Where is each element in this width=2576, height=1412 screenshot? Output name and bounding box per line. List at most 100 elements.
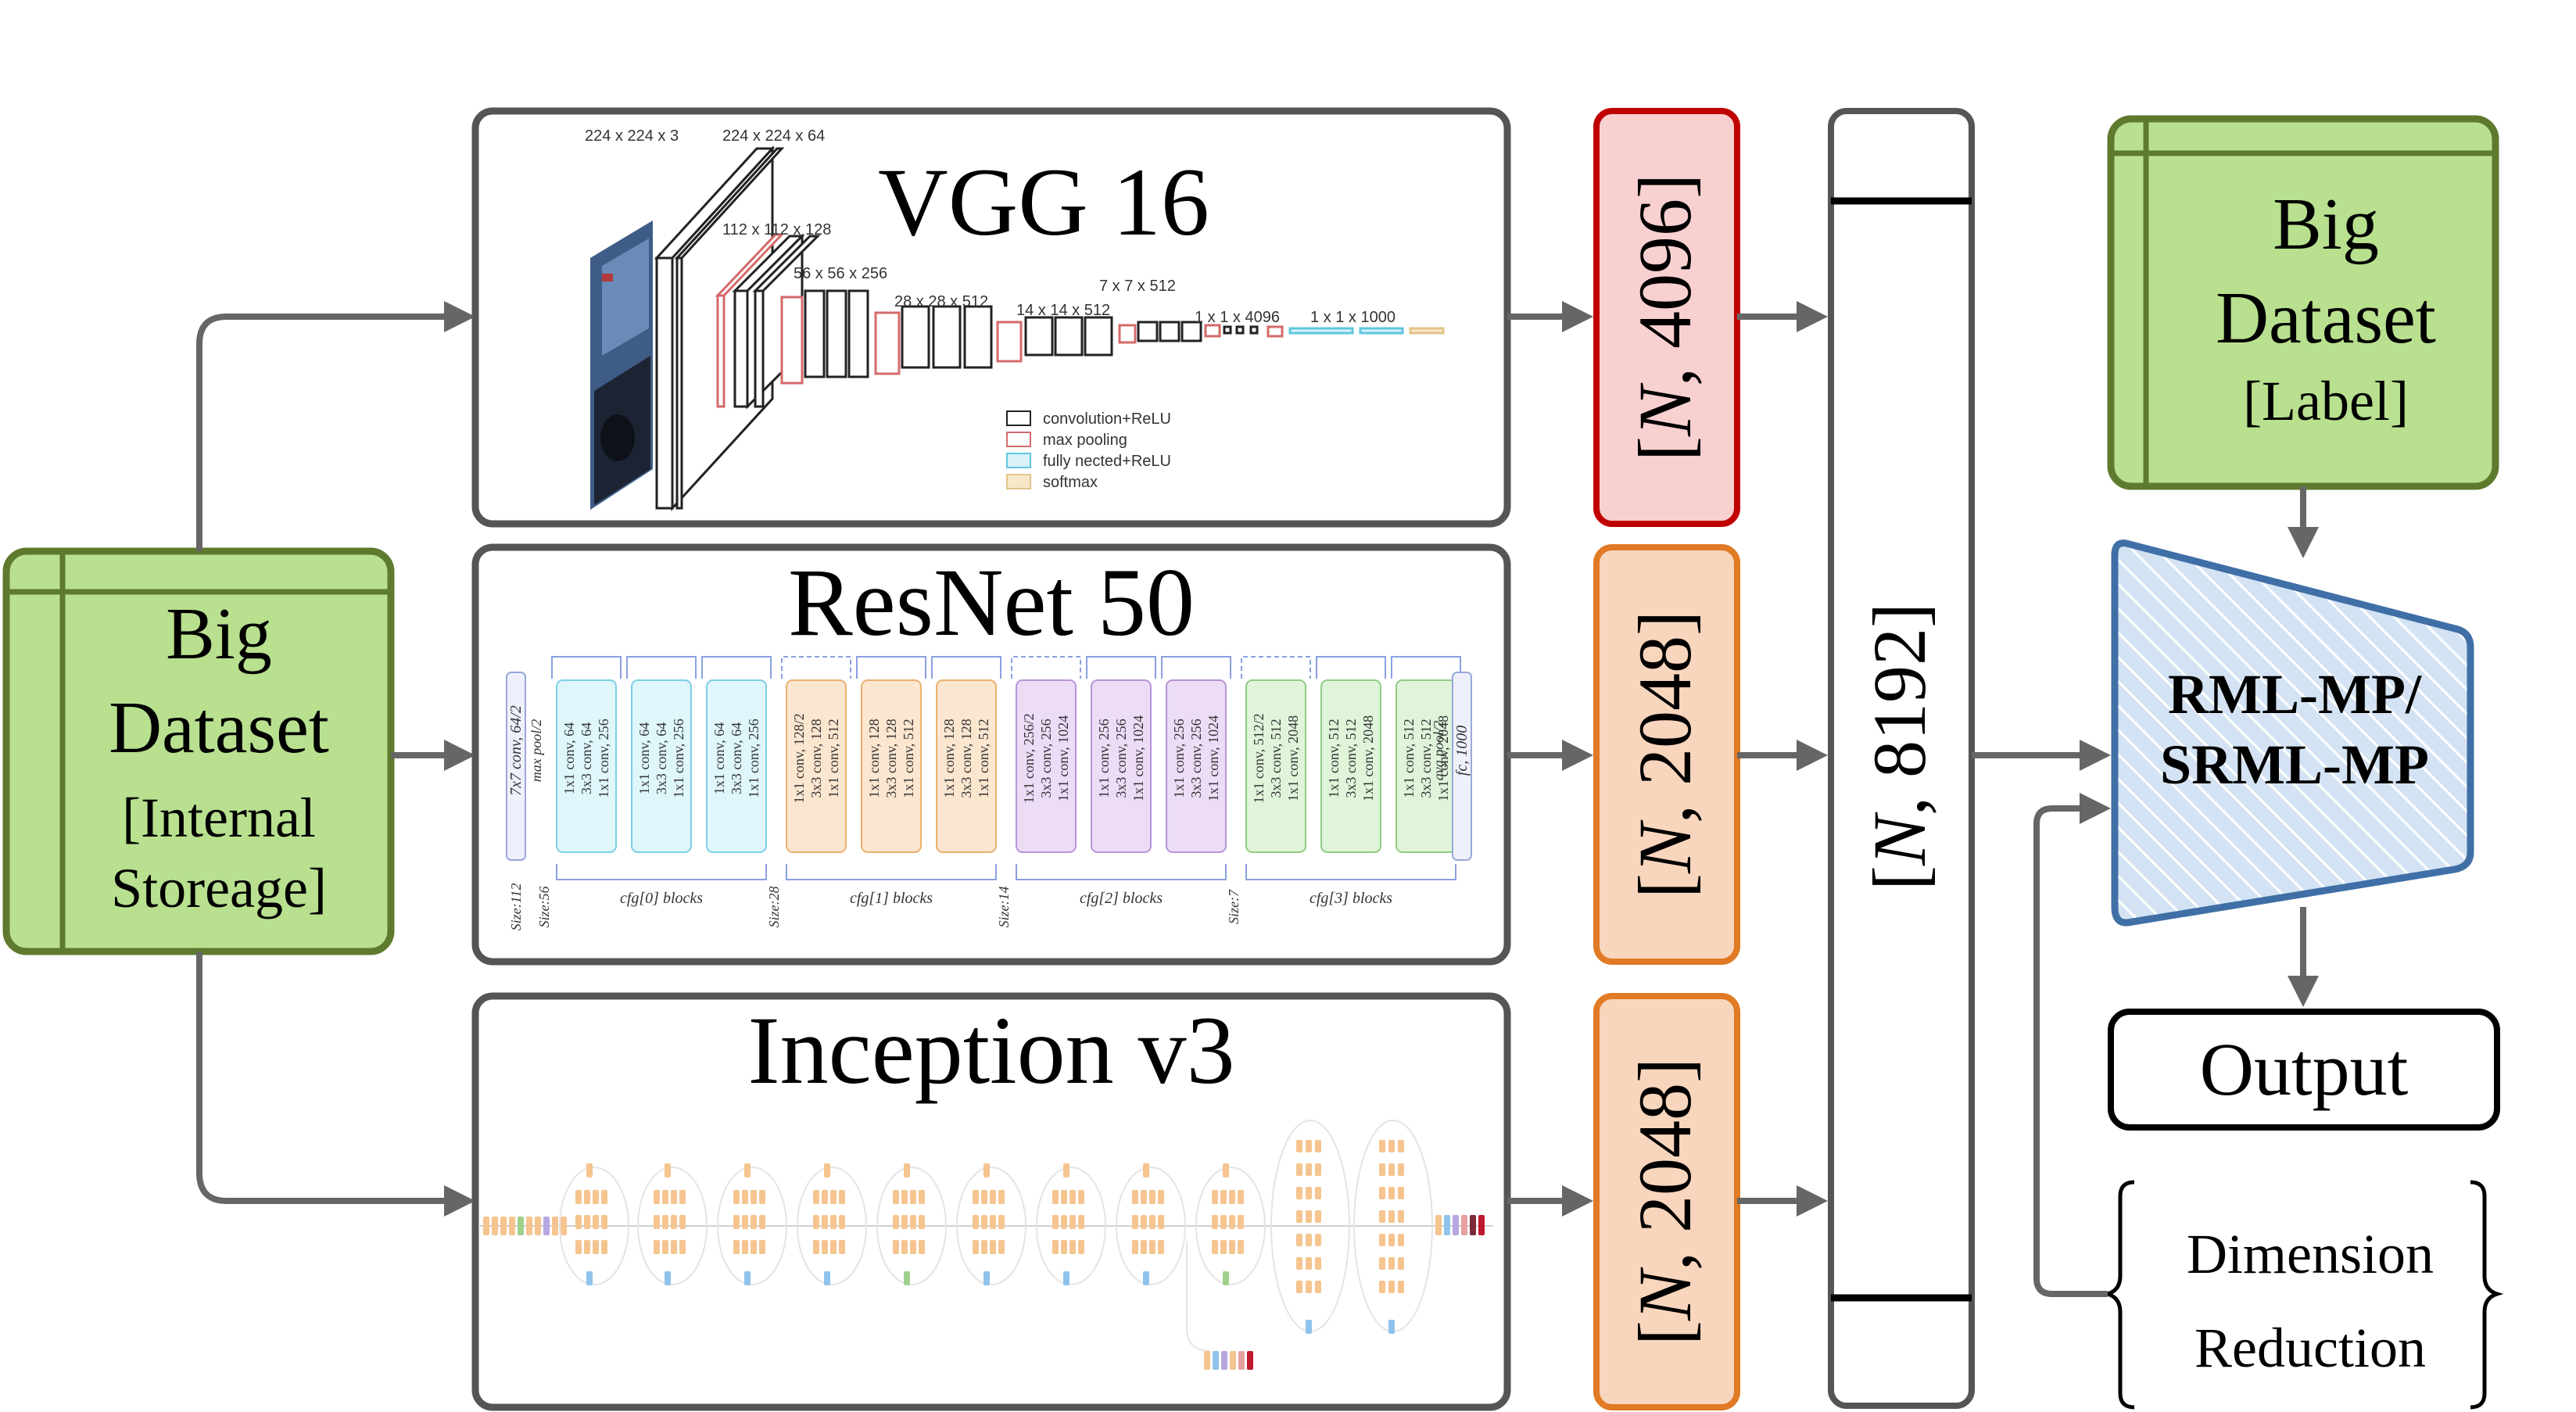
inception-conv-layer: [1398, 1187, 1404, 1199]
inception-conv-layer: [998, 1190, 1005, 1204]
inception-conv-layer: [679, 1215, 686, 1229]
inception-conv-layer: [893, 1190, 899, 1204]
inception-conv-layer: [1398, 1210, 1404, 1223]
inception-conv-layer: [1069, 1240, 1076, 1254]
inception-conv-layer: [998, 1215, 1005, 1229]
inception-stem-layer: [483, 1217, 489, 1235]
inception-conv-layer: [1141, 1190, 1147, 1204]
resnet-title: ResNet 50: [788, 549, 1195, 656]
inception-conv-layer: [1306, 1163, 1312, 1176]
inception-conv-layer: [742, 1215, 748, 1229]
resnet-block-3-0-layer-0: 1x1 conv, 512/2: [1251, 713, 1267, 803]
inception-conv-layer: [1379, 1210, 1385, 1223]
network-to-feature-arrows: [1507, 301, 1593, 1217]
concat-feature-post: , 8192]: [1858, 603, 1941, 815]
vgg-feature-n: N: [1623, 382, 1707, 437]
inception-conv-layer: [1296, 1257, 1302, 1270]
inception-conv-layer: [1315, 1234, 1321, 1246]
inception-module: [876, 1167, 947, 1285]
vgg-dim-1: 224 x 224 x 64: [722, 127, 825, 145]
vgg-dim-8: 1 x 1 x 1000: [1310, 309, 1395, 326]
resnet-skip-2-1: [1086, 656, 1156, 679]
vgg-feature-post: , 4096]: [1623, 174, 1707, 386]
vgg-legend: convolution+ReLU max pooling fully necte…: [1006, 410, 1171, 491]
inception-conv-layer: [893, 1215, 899, 1229]
concat-feature-bar: [N, 8192]: [1828, 108, 1975, 1409]
vgg-dim-4: 28 x 28 x 512: [894, 293, 988, 310]
resnet-stage-size-3: Size:7: [1226, 889, 1241, 924]
inception-feature-post: , 2048]: [1623, 1058, 1707, 1270]
vgg-legend-0: convolution+ReLU: [1043, 410, 1171, 428]
resnet-stage-bracket-3: [1245, 864, 1456, 880]
inception-stem-layer: [500, 1217, 507, 1235]
resnet-block-3-0: [1245, 679, 1306, 853]
inception-architecture: [478, 1120, 1493, 1370]
inception-conv-layer: [575, 1190, 582, 1204]
inception-conv-layer: [1078, 1190, 1084, 1204]
resnet-block-0-1-layer-2: 1x1 conv, 256: [671, 719, 686, 797]
inception-conv-layer: [1388, 1163, 1395, 1176]
inception-aux-layer: [1213, 1351, 1219, 1370]
resnet-size-first: Size:112: [508, 883, 524, 931]
inception-conv-layer: [1220, 1215, 1227, 1229]
model-line1: RML-MP/: [2168, 663, 2422, 726]
inception-conv-layer: [1061, 1190, 1067, 1204]
resnet-feature-post: , 2048]: [1623, 611, 1707, 823]
inception-conv-layer: [742, 1240, 748, 1254]
resnet-block-3-1-layer-0: 1x1 conv, 512: [1326, 719, 1342, 797]
inception-conv-layer: [901, 1190, 908, 1204]
inception-conv-layer: [1158, 1215, 1164, 1229]
inception-conv-layer: [1132, 1215, 1138, 1229]
resnet-block-1-0-layer-2: 1x1 conv, 512: [826, 719, 841, 797]
inception-conv-layer: [662, 1190, 668, 1204]
model-line2: SRML-MP: [2160, 733, 2429, 796]
inception-conv-layer: [822, 1240, 828, 1254]
resnet-block-3-0-layer-1: 3x3 conv, 512: [1268, 719, 1284, 797]
resnet-stage-label-2: cfg[2] blocks: [1080, 890, 1163, 907]
vgg-block-chain: [780, 289, 1445, 385]
fc-block-icon: [1006, 453, 1031, 468]
resnet-stage-label-1: cfg[1] blocks: [850, 890, 933, 907]
inception-conv-layer: [654, 1190, 660, 1204]
inception-conv-layer: [671, 1240, 677, 1254]
inception-conv-layer: [919, 1240, 925, 1254]
inception-conv-layer: [1306, 1234, 1312, 1246]
inception-conv-layer: [824, 1163, 830, 1177]
inception-conv-layer: [1388, 1257, 1395, 1270]
inception-conv-layer: [586, 1163, 593, 1177]
resnet-skip-1-2: [931, 656, 1001, 679]
dim-reduction-line2: Reduction: [2194, 1317, 2426, 1379]
inception-conv-layer: [1296, 1187, 1302, 1199]
resnet-block-1-1-layer-1: 3x3 conv, 128: [883, 719, 899, 797]
vgg-dimension-labels: 224 x 224 x 3 224 x 224 x 64 112 x 112 x…: [585, 127, 1395, 326]
resnet-block-0-0-layer-2: 1x1 conv, 256: [596, 719, 611, 797]
inception-conv-layer: [759, 1215, 765, 1229]
inception-stem-layer: [509, 1217, 515, 1235]
label-dataset-box: Big Dataset [Label]: [2107, 115, 2499, 490]
resnet-block-1-2-layer-0: 1x1 conv, 128: [941, 719, 957, 797]
inception-concat-layer: [1143, 1271, 1149, 1285]
inception-aux-layer: [1247, 1351, 1253, 1370]
resnet-block-3-1: [1320, 679, 1381, 853]
inception-conv-layer: [1315, 1281, 1321, 1293]
left-brace-icon: [2101, 1180, 2135, 1410]
resnet-block-2-0: [1016, 679, 1077, 853]
dim-reduction-line1: Dimension: [2187, 1223, 2434, 1285]
inception-conv-layer: [654, 1240, 660, 1254]
inception-conv-layer: [981, 1190, 987, 1204]
resnet-skip-0-2: [701, 656, 772, 679]
inception-conv-layer: [1238, 1215, 1244, 1229]
inception-conv-layer: [901, 1240, 908, 1254]
vgg-dim-2: 112 x 112 x 128: [722, 221, 831, 238]
inception-conv-layer: [1212, 1240, 1218, 1254]
inception-conv-layer: [1296, 1140, 1302, 1152]
inception-conv-layer: [733, 1190, 740, 1204]
inception-concat-layer: [744, 1271, 751, 1285]
resnet-stage-size-0: Size:56: [536, 887, 552, 928]
inception-conv-layer: [1296, 1281, 1302, 1293]
inception-conv-layer: [1379, 1234, 1385, 1246]
inception-conv-layer: [1315, 1257, 1321, 1270]
svg-text:[N, 8192]: [N, 8192]: [1858, 603, 1941, 891]
inception-conv-layer: [1143, 1163, 1149, 1177]
